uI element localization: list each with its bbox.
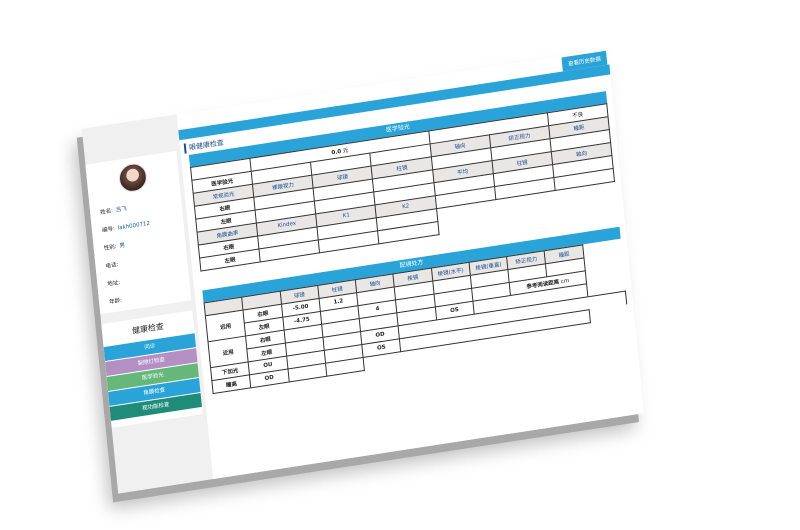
health-check-menu: 健康检查 问诊 裂隙灯检查 医学验光 角膜检查 视功能检查 [101, 310, 203, 428]
address-label: 地址: [107, 279, 121, 288]
reading-distance-unit: cm [560, 277, 570, 286]
gender-value: 男 [119, 242, 126, 250]
patient-profile: 姓名: 吕飞 编号: lakh000712 性别: 男 电话: 地址: 年龄: [85, 150, 192, 315]
name-value: 吕飞 [115, 206, 128, 214]
id-label: 编号: [101, 226, 116, 234]
phone-label: 电话: [105, 261, 119, 270]
id-value: lakh000712 [117, 220, 151, 232]
main-panel: 查看历史数据 眼健康检查 医学验光 0.0 元不良 医学验光 轴向 矫正视力 瞳距 常… [176, 48, 645, 480]
app-window: 姓名: 吕飞 编号: lakh000712 性别: 男 电话: 地址: 年龄: 健康检… [81, 48, 645, 494]
gender-label: 性别: [103, 244, 117, 252]
name-label: 姓名: [99, 208, 114, 217]
avatar [117, 161, 149, 194]
age-label: 年龄: [108, 297, 123, 306]
fee-value: 0.0 [331, 148, 342, 157]
fee-unit: 元 [342, 147, 349, 155]
